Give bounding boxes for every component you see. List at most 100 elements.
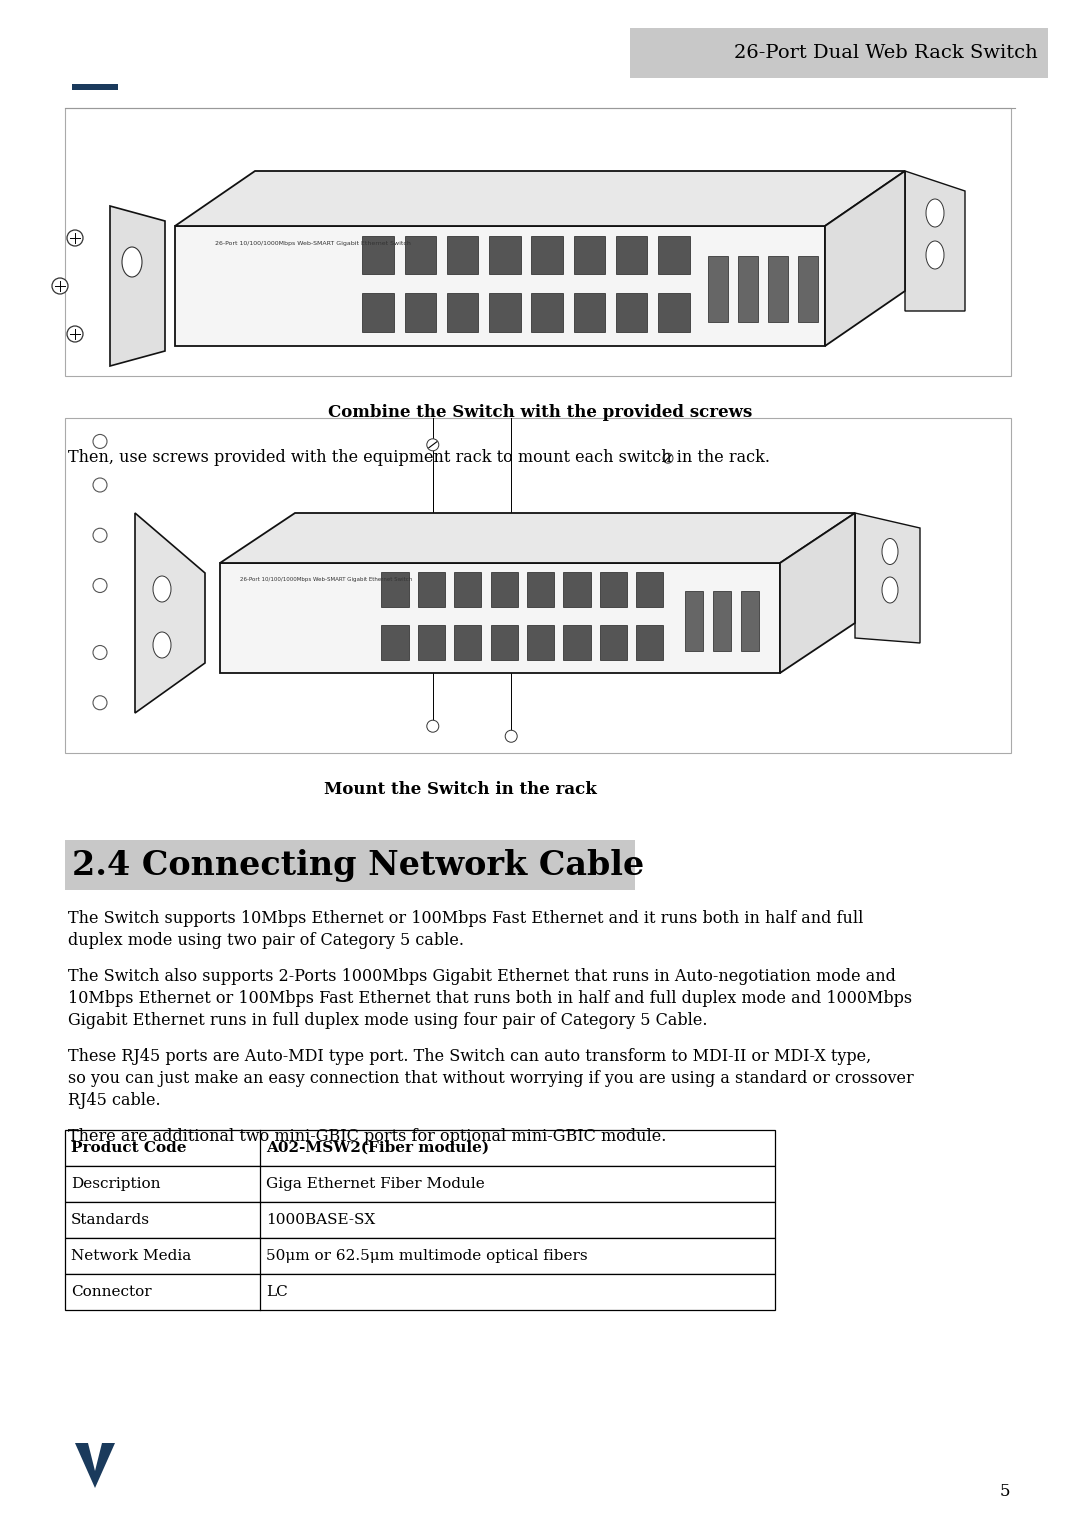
- Bar: [455, 625, 482, 660]
- Bar: [418, 625, 445, 660]
- Bar: [489, 235, 521, 274]
- Bar: [381, 571, 408, 607]
- Circle shape: [505, 730, 517, 743]
- Ellipse shape: [926, 199, 944, 228]
- Circle shape: [93, 645, 107, 660]
- Text: Mount the Switch in the rack: Mount the Switch in the rack: [324, 781, 596, 798]
- Polygon shape: [75, 1442, 114, 1488]
- Bar: [527, 625, 554, 660]
- Circle shape: [663, 454, 673, 463]
- Text: Combine the Switch with the provided screws: Combine the Switch with the provided scr…: [328, 403, 752, 422]
- Bar: [564, 571, 591, 607]
- Bar: [405, 293, 436, 332]
- Circle shape: [427, 439, 438, 451]
- Bar: [708, 257, 728, 322]
- Ellipse shape: [153, 576, 171, 602]
- Bar: [630, 28, 1048, 78]
- Text: Network Media: Network Media: [71, 1248, 191, 1264]
- Bar: [713, 590, 731, 651]
- Circle shape: [427, 720, 438, 732]
- Text: 50μm or 62.5μm multimode optical fibers: 50μm or 62.5μm multimode optical fibers: [266, 1248, 588, 1264]
- Text: 1000BASE-SX: 1000BASE-SX: [266, 1213, 375, 1227]
- Circle shape: [93, 434, 107, 448]
- Bar: [616, 293, 648, 332]
- Polygon shape: [220, 513, 855, 562]
- Bar: [573, 235, 605, 274]
- Bar: [599, 625, 627, 660]
- Text: 26-Port 10/100/1000Mbps Web-SMART Gigabit Ethernet Switch: 26-Port 10/100/1000Mbps Web-SMART Gigabi…: [240, 578, 413, 582]
- Bar: [768, 257, 788, 322]
- Bar: [65, 840, 635, 889]
- Bar: [65, 1238, 775, 1274]
- Text: 5: 5: [999, 1484, 1010, 1500]
- Polygon shape: [855, 513, 920, 643]
- Bar: [490, 571, 517, 607]
- Bar: [798, 257, 818, 322]
- Text: The Switch also supports 2-Ports 1000Mbps Gigabit Ethernet that runs in Auto-neg: The Switch also supports 2-Ports 1000Mbp…: [68, 969, 913, 1030]
- Ellipse shape: [153, 633, 171, 659]
- Circle shape: [67, 231, 83, 246]
- Bar: [531, 293, 563, 332]
- Text: Standards: Standards: [71, 1213, 150, 1227]
- Polygon shape: [825, 171, 905, 345]
- Bar: [381, 625, 408, 660]
- Ellipse shape: [926, 241, 944, 269]
- Bar: [738, 257, 758, 322]
- Bar: [405, 235, 436, 274]
- Polygon shape: [780, 513, 855, 672]
- Text: These RJ45 ports are Auto-MDI type port. The Switch can auto transform to MDI-II: These RJ45 ports are Auto-MDI type port.…: [68, 1048, 914, 1109]
- Bar: [65, 1131, 775, 1166]
- Bar: [658, 235, 690, 274]
- Ellipse shape: [122, 248, 141, 277]
- Ellipse shape: [882, 578, 897, 604]
- Bar: [65, 108, 1011, 376]
- Bar: [685, 590, 703, 651]
- Text: Connector: Connector: [71, 1285, 151, 1299]
- Bar: [418, 571, 445, 607]
- Bar: [447, 235, 478, 274]
- Text: The Switch supports 10Mbps Ethernet or 100Mbps Fast Ethernet and it runs both in: The Switch supports 10Mbps Ethernet or 1…: [68, 911, 863, 949]
- Bar: [527, 571, 554, 607]
- Bar: [80, 75, 110, 79]
- Text: Then, use screws provided with the equipment rack to mount each switch in the ra: Then, use screws provided with the equip…: [68, 449, 770, 466]
- Circle shape: [93, 478, 107, 492]
- Polygon shape: [905, 171, 966, 312]
- Text: There are additional two mini-GBIC ports for optional mini-GBIC module.: There are additional two mini-GBIC ports…: [68, 1128, 666, 1144]
- Bar: [65, 1203, 775, 1238]
- Text: 26-Port 10/100/1000Mbps Web-SMART Gigabit Ethernet Switch: 26-Port 10/100/1000Mbps Web-SMART Gigabi…: [215, 241, 410, 246]
- Bar: [573, 293, 605, 332]
- Bar: [489, 293, 521, 332]
- Bar: [741, 590, 759, 651]
- Bar: [65, 419, 1011, 753]
- Text: A02-MSW2(Fiber module): A02-MSW2(Fiber module): [266, 1141, 489, 1155]
- Polygon shape: [175, 226, 825, 345]
- Bar: [564, 625, 591, 660]
- Text: 2.4 Connecting Network Cable: 2.4 Connecting Network Cable: [72, 848, 645, 882]
- Text: Giga Ethernet Fiber Module: Giga Ethernet Fiber Module: [266, 1177, 485, 1190]
- Text: Product Code: Product Code: [71, 1141, 187, 1155]
- Bar: [531, 235, 563, 274]
- Bar: [362, 293, 394, 332]
- Polygon shape: [87, 1442, 102, 1471]
- Circle shape: [93, 579, 107, 593]
- Bar: [65, 1166, 775, 1203]
- Bar: [636, 571, 663, 607]
- Polygon shape: [175, 171, 905, 226]
- Polygon shape: [135, 513, 205, 714]
- Bar: [362, 235, 394, 274]
- Text: 26-Port Dual Web Rack Switch: 26-Port Dual Web Rack Switch: [734, 44, 1038, 63]
- Bar: [599, 571, 627, 607]
- Bar: [616, 235, 648, 274]
- Polygon shape: [110, 206, 165, 367]
- Bar: [455, 571, 482, 607]
- Ellipse shape: [882, 538, 897, 564]
- Bar: [447, 293, 478, 332]
- Text: LC: LC: [266, 1285, 287, 1299]
- Circle shape: [93, 695, 107, 709]
- Bar: [65, 1274, 775, 1309]
- Circle shape: [52, 278, 68, 293]
- Bar: [72, 84, 118, 90]
- Text: Description: Description: [71, 1177, 161, 1190]
- Polygon shape: [220, 562, 780, 672]
- Circle shape: [67, 325, 83, 342]
